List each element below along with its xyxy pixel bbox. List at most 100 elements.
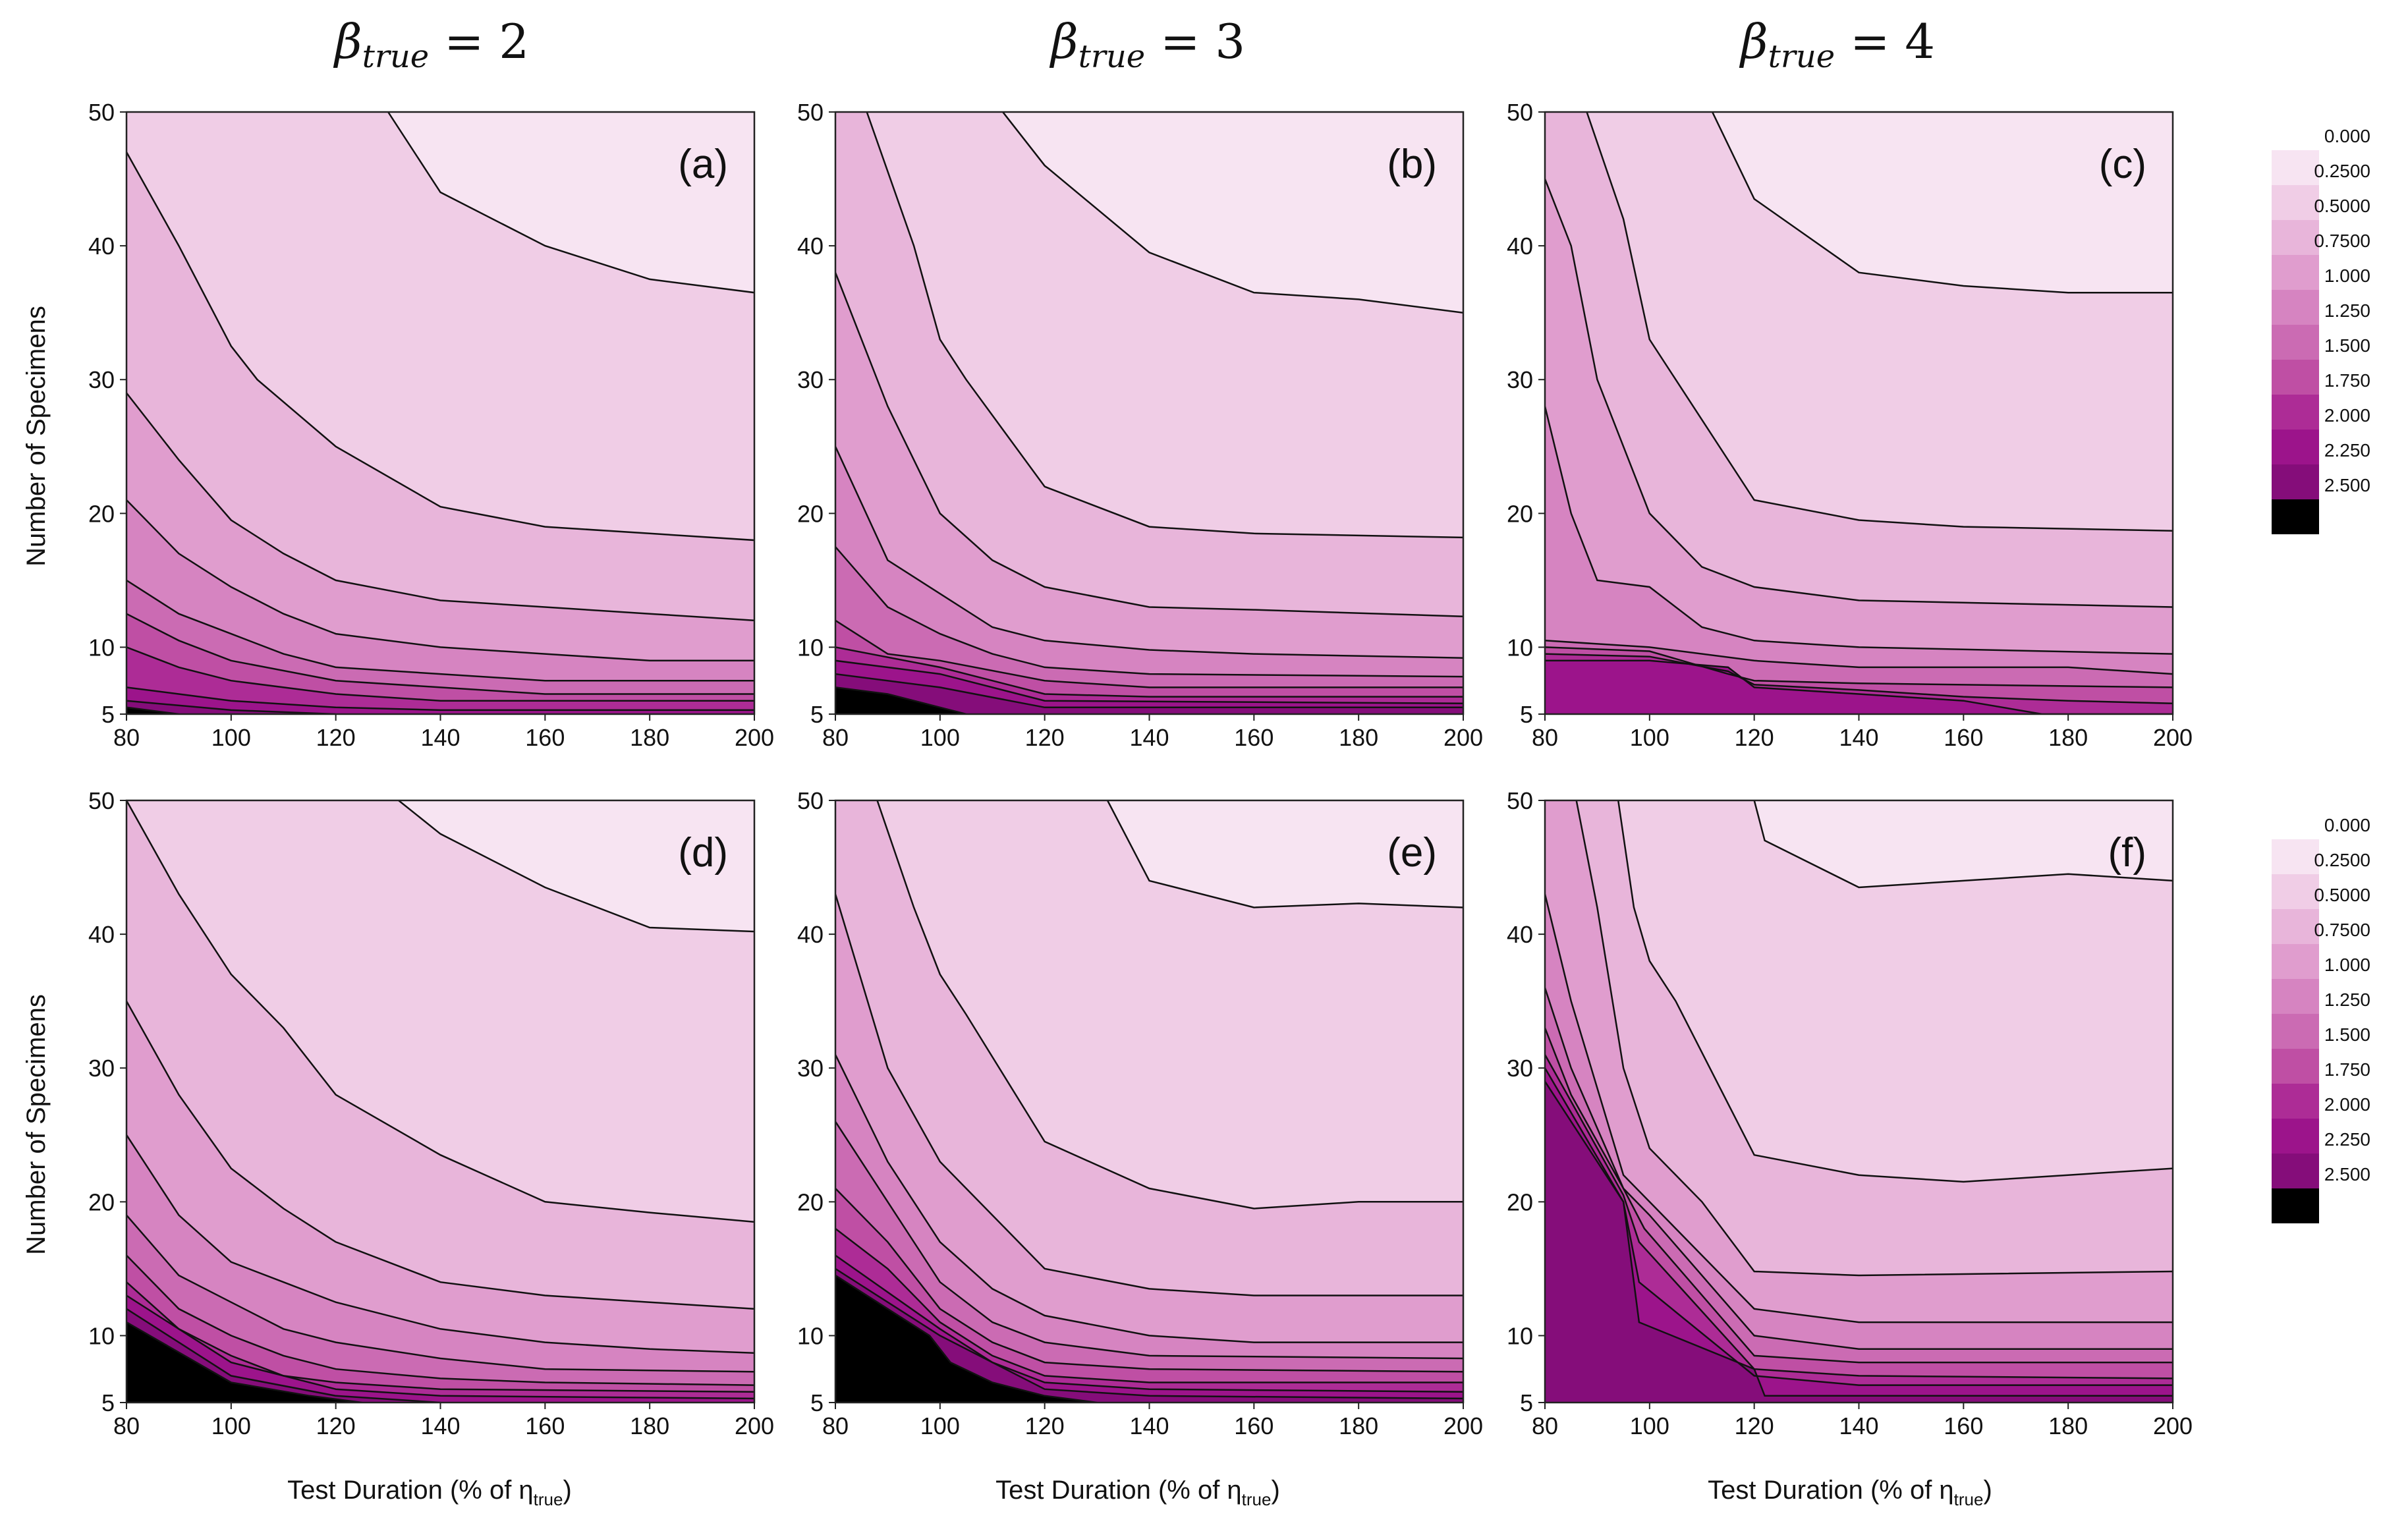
colorbar-swatch [2272, 360, 2319, 395]
colorbar-swatch [2272, 395, 2319, 430]
y-tick-label: 40 [88, 921, 115, 948]
y-tick-label: 30 [88, 1055, 115, 1082]
colorbar-tick-label: 1.250 [2324, 989, 2370, 1010]
x-tick-label: 160 [525, 724, 565, 751]
colorbar-tick-label: 0.000 [2324, 815, 2370, 835]
x-tick-label: 80 [1532, 724, 1558, 751]
contour-line [1545, 1027, 2173, 1364]
contour-line [866, 112, 1463, 539]
y-tick-label: 30 [1507, 1055, 1533, 1082]
contour-band [1545, 406, 2173, 714]
x-tick-label: 120 [316, 724, 356, 751]
contour-line [398, 800, 754, 933]
colorbar-tick-label: 1.500 [2324, 335, 2370, 356]
contour-fill-group [1545, 800, 2173, 1403]
colorbar-tick-label: 1.750 [2324, 1059, 2370, 1080]
x-tick-label: 140 [1129, 1412, 1169, 1439]
y-tick-label: 40 [797, 921, 824, 948]
colorbar-2: 0.000 0.2500 0.5000 0.7500 1.000 1.250 1.500 1.… [2272, 815, 2370, 1223]
contour-line [1545, 179, 2173, 608]
contour-band [126, 1255, 754, 1403]
y-tick-label: 5 [101, 1389, 115, 1416]
x-tick-label: 160 [525, 1412, 565, 1439]
colorbar-swatch [2272, 1014, 2319, 1049]
panel-label: (e) [1387, 830, 1437, 876]
contour-band [1545, 112, 2173, 714]
x-tick-label: 100 [211, 1412, 251, 1439]
contour-fill-group [835, 112, 1463, 714]
contour-line [126, 1254, 754, 1386]
x-tick-label: 180 [630, 724, 669, 751]
y-tick-label: 10 [1507, 1322, 1533, 1349]
panel-label: (c) [2099, 142, 2146, 187]
colorbar-swatch [2272, 1084, 2319, 1119]
contour-fill-group [835, 800, 1463, 1403]
x-tick-label: 100 [920, 724, 960, 751]
contour-band [126, 647, 754, 714]
contour-band [1545, 1028, 2173, 1403]
y-axis-label-top: Number of Specimens [22, 306, 51, 567]
x-tick-label: 180 [2048, 1412, 2088, 1439]
colorbar-swatch [2272, 430, 2319, 464]
x-tick-label: 160 [1944, 1412, 1983, 1439]
y-tick-label: 40 [88, 233, 115, 260]
x-tick-label: 180 [630, 1412, 669, 1439]
contour-band [835, 446, 1463, 714]
contour-line [835, 686, 966, 714]
colorbar-swatch [2272, 979, 2319, 1014]
y-tick-label: 10 [797, 1322, 824, 1349]
y-tick-label: 30 [797, 1055, 824, 1082]
colorbar-tick-label: 1.250 [2324, 300, 2370, 321]
panel-label: (d) [678, 830, 728, 876]
x-tick-label: 180 [2048, 724, 2088, 751]
colorbar-swatch [2272, 150, 2319, 185]
contour-fill-group [126, 800, 754, 1403]
colorbar-tick-label: 0.7500 [2314, 231, 2370, 251]
contour-line [126, 1001, 754, 1310]
contour-band [835, 1268, 1463, 1403]
x-tick-label: 120 [1025, 724, 1065, 751]
contour-line [126, 1214, 754, 1373]
column-titles: βtrue = 2 βtrue = 3 βtrue = 4 [333, 14, 1935, 75]
y-tick-label: 40 [1507, 921, 1533, 948]
colorbar-swatch [2272, 839, 2319, 874]
contour-line [387, 112, 754, 294]
x-tick-label: 200 [1443, 724, 1483, 751]
colorbar-swatch [2272, 944, 2319, 979]
contour-line [835, 646, 1463, 698]
x-tick-label: 200 [735, 1412, 774, 1439]
colorbar-swatch [2272, 185, 2319, 220]
x-tick-label: 80 [822, 1412, 849, 1439]
x-tick-label: 140 [1129, 724, 1169, 751]
contour-line [126, 686, 754, 711]
contour-panel-2: 80 100 120 140 160 180 200 5 10 20 30 40 50 (b) [797, 99, 1483, 751]
contour-line [835, 1228, 1463, 1383]
contour-panel-4: 80 100 120 140 160 180 200 5 10 20 30 40 50 (d) [88, 787, 774, 1439]
contour-band [835, 272, 1463, 714]
contour-band [835, 687, 1463, 714]
colorbar-1: 0.000 0.2500 0.5000 0.7500 1.000 1.250 1.500 1.… [2272, 126, 2370, 534]
x-tick-label: 160 [1944, 724, 1983, 751]
x-tick-label: 160 [1234, 724, 1274, 751]
contour-line [1545, 988, 2173, 1350]
y-tick-label: 50 [1507, 99, 1533, 126]
contour-band [835, 1054, 1463, 1403]
contour-line [1586, 112, 2173, 532]
colorbar-swatch [2272, 325, 2319, 360]
column-title-3: βtrue = 4 [1739, 14, 1935, 75]
contour-line [835, 1054, 1463, 1343]
contour-line [126, 152, 754, 542]
y-tick-label: 30 [88, 366, 115, 393]
x-tick-label: 120 [316, 1412, 356, 1439]
x-axis-label-2: Test Duration (% of ηtrue) [995, 1476, 1280, 1509]
column-title-2: βtrue = 3 [1049, 14, 1245, 75]
x-tick-label: 200 [735, 724, 774, 751]
contour-panel-1: 80 100 120 140 160 180 200 5 10 20 30 40 50 (a) [88, 99, 774, 751]
contour-line [835, 1267, 1463, 1400]
contour-line [835, 1254, 1463, 1393]
contour-band [835, 1121, 1463, 1403]
y-tick-label: 50 [797, 99, 824, 126]
colorbar-swatch [2272, 464, 2319, 499]
contour-band [126, 700, 754, 714]
x-axis-label-3: Test Duration (% of ηtrue) [1708, 1476, 1992, 1509]
